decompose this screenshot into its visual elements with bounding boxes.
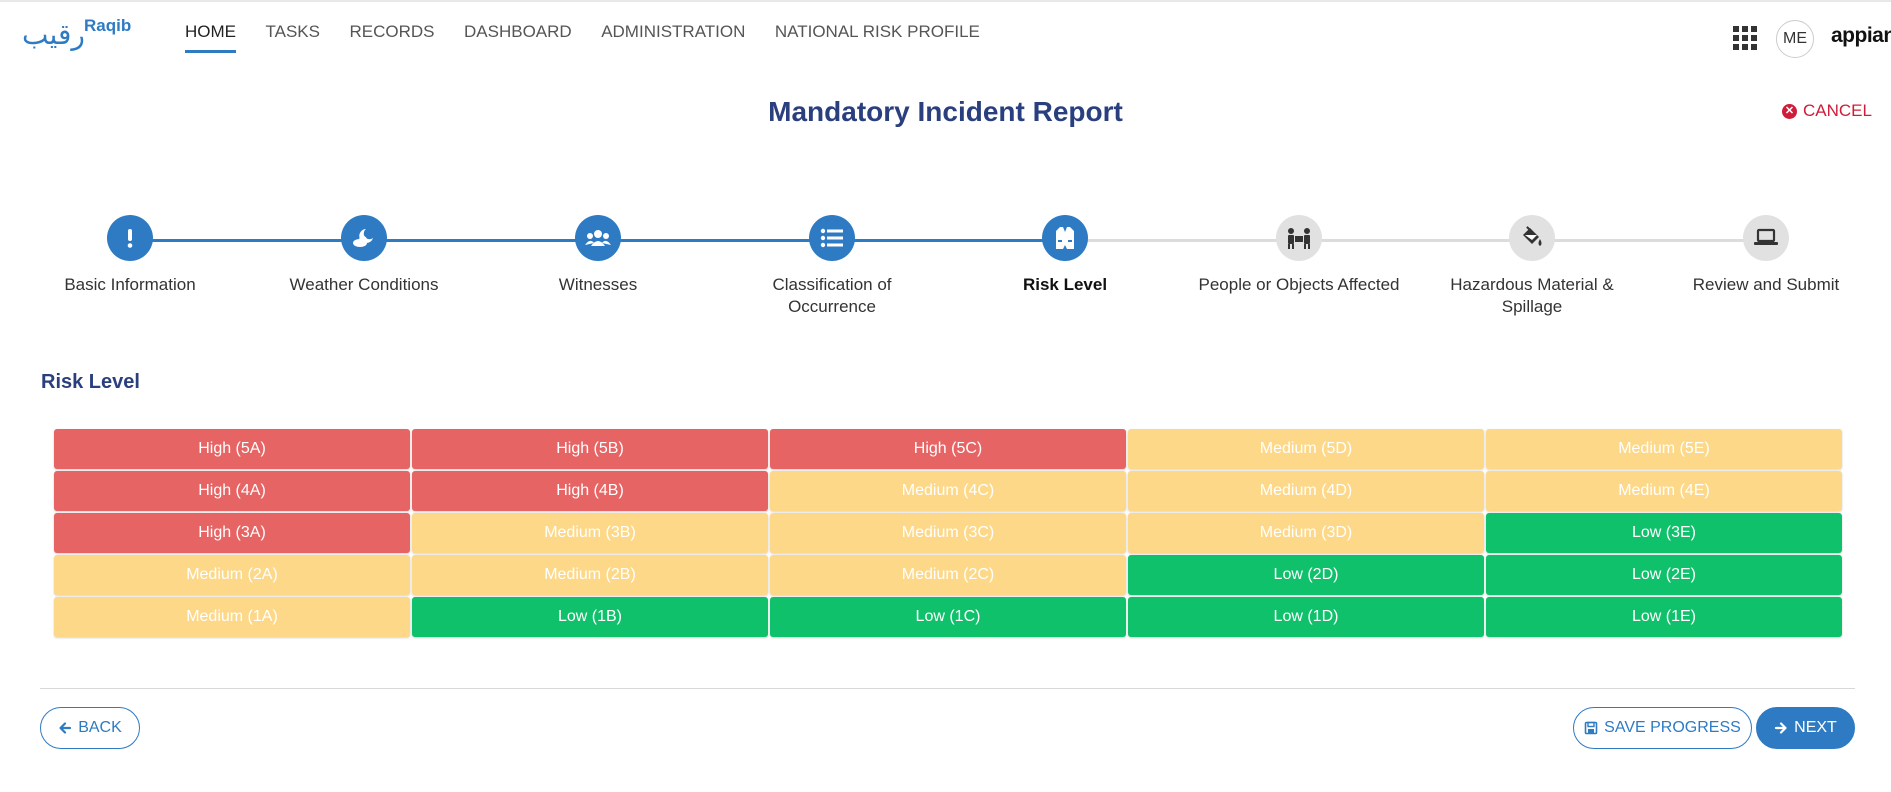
step-label: Hazardous Material & Spillage (1450, 275, 1614, 316)
step-label: Risk Level (1022, 275, 1108, 294)
risk-cell[interactable]: Medium (5D) (1128, 429, 1484, 469)
step-label: Classification of Occurrence (772, 275, 892, 316)
arrow-left-icon (58, 721, 72, 735)
nav-administration[interactable]: ADMINISTRATION (601, 22, 746, 41)
step-label: People or Objects Affected (1198, 275, 1400, 294)
section-title: Risk Level (41, 371, 140, 393)
raqib-logo[interactable]: رقيب Raqib (22, 16, 134, 52)
save-icon (1584, 721, 1598, 735)
risk-matrix-row: High (5A) High (5B) High (5C) Medium (5D) Me… (54, 429, 1842, 469)
step-people-or-objects-affected[interactable]: People or Objects Affected (1194, 215, 1404, 296)
people-carry-icon (1276, 215, 1322, 261)
step-review-and-submit[interactable]: Review and Submit (1661, 215, 1871, 296)
nav-home[interactable]: HOME (185, 2, 236, 53)
stepper-line-remaining (1065, 239, 1766, 242)
risk-cell[interactable]: Low (1D) (1128, 597, 1484, 637)
risk-cell[interactable]: Low (1B) (412, 597, 768, 637)
risk-cell[interactable]: Low (1C) (770, 597, 1126, 637)
arrow-right-icon (1774, 721, 1788, 735)
save-progress-label: SAVE PROGRESS (1604, 719, 1741, 736)
user-avatar[interactable]: ME (1776, 20, 1814, 58)
main-nav: HOME TASKS RECORDS DASHBOARD ADMINISTRAT… (185, 2, 1009, 66)
risk-cell[interactable]: Medium (1A) (54, 597, 410, 637)
risk-cell[interactable]: Medium (3B) (412, 513, 768, 553)
users-icon (575, 215, 621, 261)
next-button[interactable]: NEXT (1756, 707, 1855, 749)
risk-cell[interactable]: High (3A) (54, 513, 410, 553)
next-label: NEXT (1794, 719, 1837, 736)
back-button[interactable]: BACK (40, 707, 140, 749)
nav-records[interactable]: RECORDS (349, 22, 435, 41)
step-weather-conditions[interactable]: Weather Conditions (259, 215, 469, 296)
grid-icon[interactable] (1733, 26, 1759, 50)
exclamation-icon (107, 215, 153, 261)
logo-arabic-text: رقيب (22, 18, 85, 51)
step-classification-of-occurrence[interactable]: Classification of Occurrence (727, 215, 937, 318)
laptop-icon (1743, 215, 1789, 261)
risk-cell[interactable]: High (5B) (412, 429, 768, 469)
close-circle-icon: ✕ (1782, 103, 1797, 119)
risk-cell[interactable]: Medium (5E) (1486, 429, 1842, 469)
appian-logo: appian (1831, 24, 1891, 47)
risk-cell[interactable]: Medium (2B) (412, 555, 768, 595)
risk-cell[interactable]: High (4B) (412, 471, 768, 511)
risk-cell[interactable]: Medium (2A) (54, 555, 410, 595)
step-label: Basic Information (64, 275, 196, 294)
risk-cell[interactable]: Medium (2C) (770, 555, 1126, 595)
nav-dashboard[interactable]: DASHBOARD (464, 22, 572, 41)
nav-national-risk-profile[interactable]: NATIONAL RISK PROFILE (774, 22, 980, 41)
step-label: Weather Conditions (289, 275, 439, 294)
back-label: BACK (78, 719, 122, 736)
step-label: Review and Submit (1692, 275, 1840, 294)
vest-icon (1042, 215, 1088, 261)
app-header: رقيب Raqib HOME TASKS RECORDS DASHBOARD … (0, 2, 1891, 66)
moon-cloud-icon (341, 215, 387, 261)
step-hazardous-material-and-spillage[interactable]: Hazardous Material & Spillage (1427, 215, 1637, 318)
risk-matrix-row: High (3A) Medium (3B) Medium (3C) Medium (3… (54, 513, 1842, 553)
risk-cell[interactable]: High (5C) (770, 429, 1126, 469)
risk-cell[interactable]: Low (3E) (1486, 513, 1842, 553)
step-basic-information[interactable]: Basic Information (25, 215, 235, 296)
risk-matrix-row: Medium (2A) Medium (2B) Medium (2C) Low (2D… (54, 555, 1842, 595)
risk-cell[interactable]: Medium (4E) (1486, 471, 1842, 511)
save-progress-button[interactable]: SAVE PROGRESS (1573, 707, 1752, 749)
nav-tasks[interactable]: TASKS (265, 22, 320, 41)
risk-cell[interactable]: High (4A) (54, 471, 410, 511)
risk-cell[interactable]: Low (2D) (1128, 555, 1484, 595)
page-title: Mandatory Incident Report (768, 96, 1123, 127)
risk-cell[interactable]: Medium (4D) (1128, 471, 1484, 511)
progress-stepper: Basic Information Weather Conditions Wit… (0, 215, 1891, 318)
cancel-button[interactable]: ✕ CANCEL (1782, 101, 1872, 121)
step-witnesses[interactable]: Witnesses (493, 215, 703, 296)
top-border (0, 0, 1891, 2)
risk-cell[interactable]: Low (2E) (1486, 555, 1842, 595)
logo-latin-text: Raqib (84, 16, 132, 35)
cancel-label: CANCEL (1803, 101, 1872, 120)
risk-cell[interactable]: Medium (4C) (770, 471, 1126, 511)
risk-matrix: High (5A) High (5B) High (5C) Medium (5D) Me… (54, 429, 1842, 639)
risk-matrix-row: High (4A) High (4B) Medium (4C) Medium (4D)… (54, 471, 1842, 511)
step-risk-level[interactable]: Risk Level (960, 215, 1170, 296)
risk-cell[interactable]: Medium (3D) (1128, 513, 1484, 553)
list-icon (809, 215, 855, 261)
risk-cell[interactable]: High (5A) (54, 429, 410, 469)
risk-cell[interactable]: Medium (3C) (770, 513, 1126, 553)
risk-matrix-row: Medium (1A) Low (1B) Low (1C) Low (1D) Low (… (54, 597, 1842, 637)
step-label: Witnesses (558, 275, 638, 294)
risk-cell[interactable]: Low (1E) (1486, 597, 1842, 637)
paint-bucket-icon (1509, 215, 1555, 261)
footer-divider (40, 688, 1855, 689)
